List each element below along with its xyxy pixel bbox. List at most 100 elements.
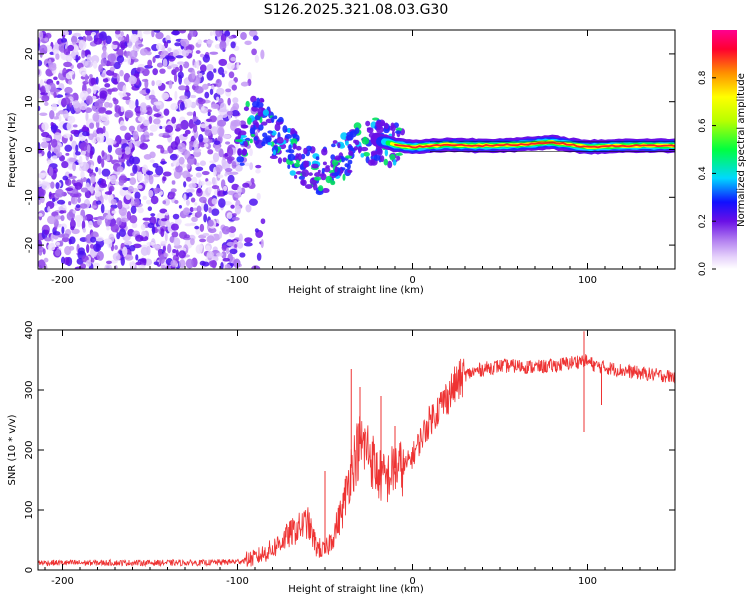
signal-blob: [244, 106, 249, 111]
noise-blob: [56, 242, 60, 246]
noise-blob: [117, 55, 124, 63]
noise-blob: [190, 223, 196, 226]
noise-blob: [203, 214, 207, 223]
colorbar-gradient: [712, 30, 737, 269]
snr-ytick-label: 400: [24, 320, 35, 339]
noise-blob: [142, 109, 147, 112]
noise-blob: [190, 95, 196, 98]
signal-blob: [256, 98, 260, 104]
noise-blob: [172, 30, 179, 36]
noise-blob: [255, 55, 259, 63]
noise-blob: [95, 191, 102, 197]
noise-blob: [159, 126, 162, 129]
noise-blob: [223, 191, 228, 195]
signal-blob: [321, 148, 327, 155]
noise-blob: [132, 223, 138, 228]
noise-blob: [200, 123, 207, 128]
noise-blob: [80, 171, 84, 179]
noise-blob: [86, 54, 91, 62]
noise-blob: [62, 233, 70, 238]
signal-blob: [376, 126, 384, 133]
noise-blob: [62, 31, 69, 36]
noise-blob: [211, 104, 220, 109]
noise-blob: [206, 245, 211, 251]
noise-blob: [58, 110, 66, 114]
noise-blob: [78, 247, 85, 254]
noise-blob: [173, 237, 180, 246]
noise-blob: [148, 190, 153, 197]
noise-blob: [207, 39, 212, 48]
noise-blob: [216, 97, 219, 101]
noise-blob: [161, 92, 169, 100]
noise-blob: [62, 97, 71, 105]
noise-blob: [197, 188, 202, 194]
noise-blob: [93, 61, 97, 69]
snr-ytick-label: 100: [24, 500, 35, 519]
noise-blob: [47, 215, 56, 224]
noise-blob: [122, 247, 127, 257]
noise-blob: [216, 79, 222, 88]
noise-blob: [149, 133, 153, 136]
signal-blob: [251, 134, 255, 137]
noise-blob: [96, 133, 104, 143]
signal-blob: [287, 164, 290, 169]
noise-blob: [178, 75, 182, 85]
noise-blob: [88, 221, 93, 228]
noise-blob: [129, 50, 137, 59]
noise-blob: [49, 167, 54, 176]
noise-blob: [133, 131, 139, 140]
noise-blob: [71, 218, 74, 227]
noise-blob: [93, 243, 101, 252]
noise-blob: [141, 224, 146, 230]
noise-blob: [106, 138, 114, 145]
noise-blob: [255, 169, 260, 174]
noise-blob: [244, 41, 251, 45]
noise-blob: [215, 165, 222, 173]
noise-blob: [90, 175, 95, 184]
noise-blob: [97, 251, 104, 261]
noise-blob: [187, 192, 193, 197]
snr-panel: -200 -100 0 1000100200300400 Height of stra…: [7, 320, 675, 595]
noise-blob: [224, 31, 230, 37]
signal-blob: [354, 146, 358, 151]
signal-blob: [362, 138, 369, 145]
noise-blob: [101, 73, 105, 77]
noise-blob: [73, 210, 77, 214]
noise-blob: [159, 56, 163, 59]
noise-blob: [227, 111, 233, 116]
noise-blob: [216, 88, 224, 95]
noise-blob: [214, 140, 221, 145]
noise-blob: [89, 74, 93, 78]
noise-blob: [64, 87, 72, 94]
noise-blob: [229, 249, 237, 254]
noise-blob: [232, 213, 237, 216]
noise-blob: [227, 156, 235, 161]
signal-blob: [355, 127, 360, 134]
noise-blob: [89, 151, 92, 159]
noise-blob: [261, 239, 264, 248]
noise-blob: [227, 212, 233, 219]
noise-blob: [110, 67, 115, 72]
noise-blob: [174, 200, 178, 204]
noise-blob: [196, 172, 202, 177]
signal-blob: [323, 161, 327, 165]
noise-blob: [41, 122, 49, 130]
noise-blob: [190, 238, 195, 245]
signal-blob: [290, 170, 296, 176]
noise-blob: [154, 261, 159, 265]
noise-blob: [41, 141, 49, 148]
noise-blob: [112, 211, 117, 214]
noise-blob: [68, 80, 72, 85]
noise-blob: [232, 161, 237, 169]
signal-blob: [346, 132, 353, 137]
noise-blob: [196, 60, 199, 69]
noise-blob: [230, 263, 234, 266]
noise-blob: [177, 61, 185, 65]
signal-blob: [242, 125, 248, 128]
signal-blob: [303, 148, 307, 155]
noise-blob: [44, 102, 49, 106]
noise-blob: [134, 198, 140, 207]
noise-blob: [105, 110, 112, 114]
noise-blob: [117, 166, 124, 172]
noise-blob: [63, 62, 72, 67]
